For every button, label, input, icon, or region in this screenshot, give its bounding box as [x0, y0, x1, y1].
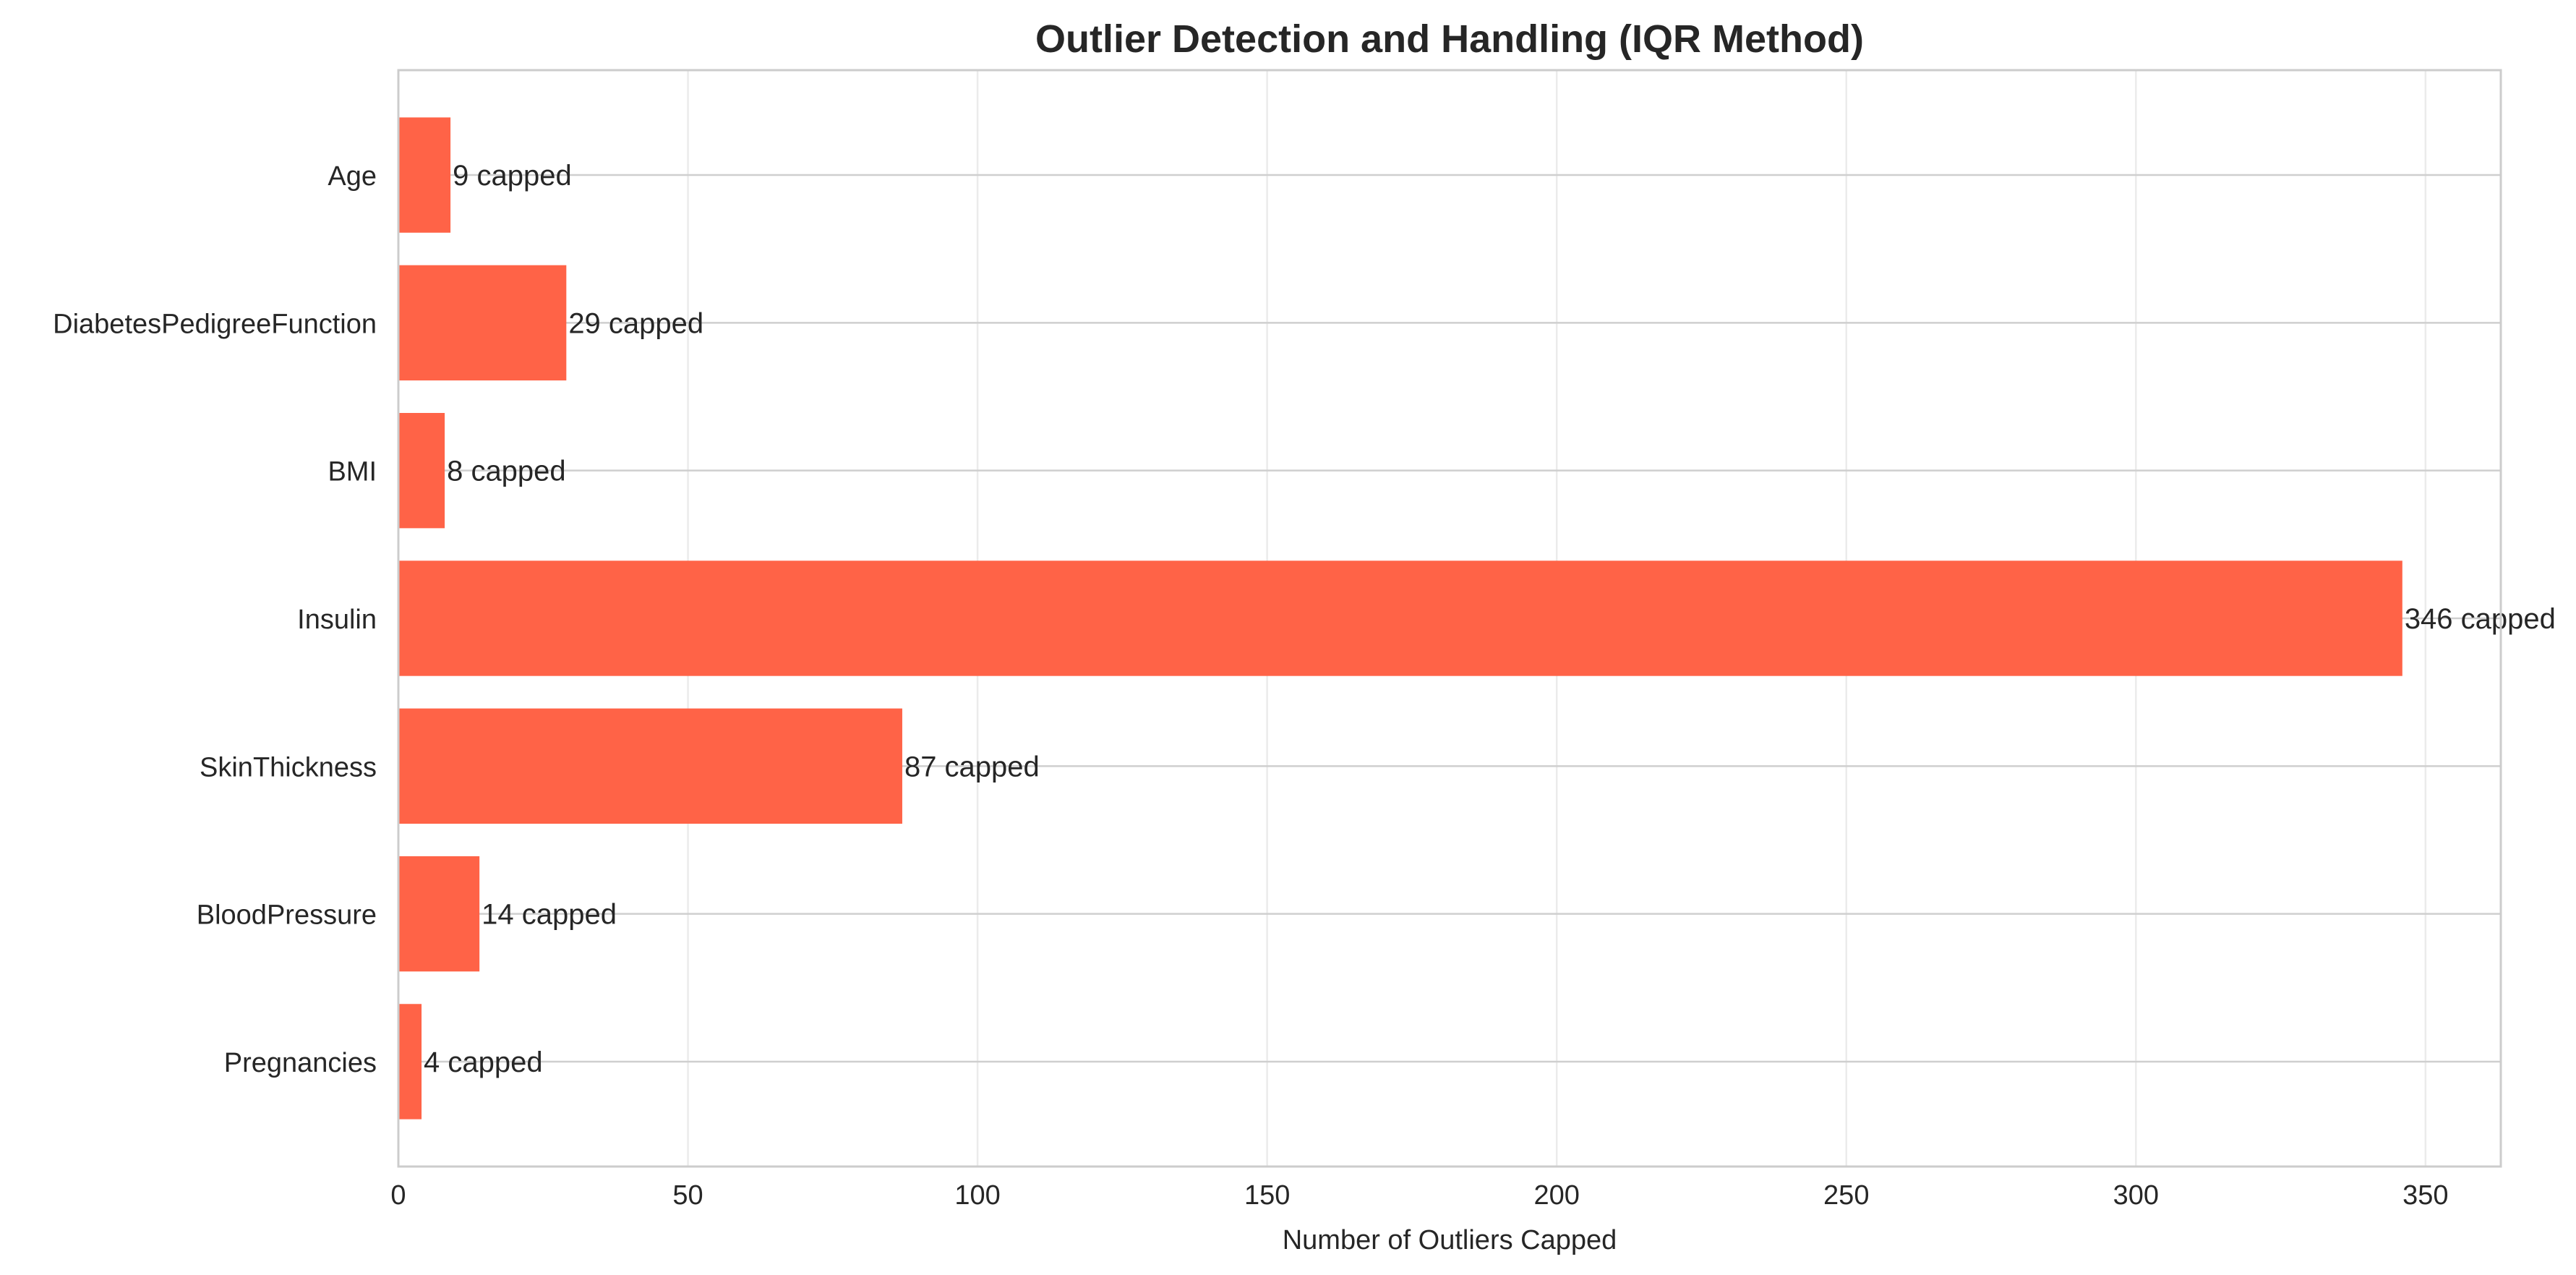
- bar-data-label: 4 capped: [424, 1046, 543, 1078]
- bar: [398, 560, 2402, 676]
- y-tick-label: BMI: [328, 457, 377, 487]
- bar: [398, 413, 445, 529]
- bar: [398, 117, 451, 233]
- bar-data-label: 8 capped: [447, 456, 566, 487]
- y-tick-label: BloodPressure: [197, 900, 377, 931]
- y-tick-labels: Pregnancies BloodPressure SkinThickness Ins…: [53, 161, 377, 1078]
- x-axis-label: Number of Outliers Capped: [1283, 1225, 1617, 1255]
- plot-frame: [397, 69, 2502, 1168]
- x-tick-labels: 0 50 100 150 200 250 300 350: [390, 1180, 2448, 1211]
- bar-data-label: 14 capped: [482, 899, 617, 931]
- x-tick-label: 300: [2113, 1180, 2159, 1211]
- x-tick-label: 350: [2402, 1180, 2448, 1211]
- bars: [398, 117, 2402, 1120]
- y-tick-label: Age: [328, 161, 377, 192]
- y-tick-label: Insulin: [297, 605, 377, 635]
- x-tick-label: 250: [1823, 1180, 1869, 1211]
- y-tick-label: SkinThickness: [200, 752, 377, 783]
- bar-data-label: 29 capped: [568, 307, 703, 339]
- y-tick-label: Pregnancies: [224, 1048, 377, 1078]
- y-tick-label: DiabetesPedigreeFunction: [53, 309, 377, 339]
- chart-title: Outlier Detection and Handling (IQR Meth…: [1035, 17, 1864, 61]
- bar-labels: 4 capped 14 capped 87 capped 346 capped 8 ca…: [424, 160, 2556, 1078]
- bar-data-label: 9 capped: [453, 160, 572, 192]
- x-tick-label: 100: [954, 1180, 1000, 1211]
- bar: [398, 1004, 422, 1120]
- bar: [398, 265, 567, 381]
- x-tick-label: 0: [390, 1180, 406, 1211]
- bar-data-label: 87 capped: [904, 751, 1040, 783]
- x-tick-label: 150: [1244, 1180, 1290, 1211]
- bar: [398, 856, 480, 972]
- bar: [398, 708, 902, 824]
- x-tick-label: 200: [1534, 1180, 1580, 1211]
- bar-data-label: 346 capped: [2405, 603, 2556, 635]
- x-tick-label: 50: [672, 1180, 703, 1211]
